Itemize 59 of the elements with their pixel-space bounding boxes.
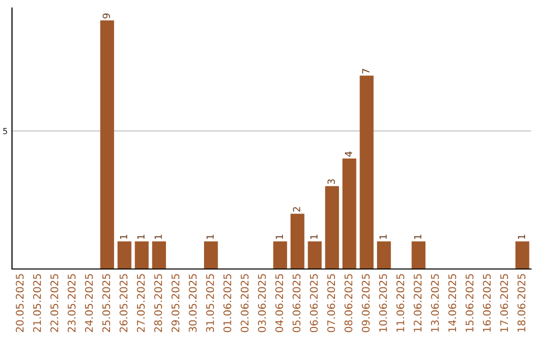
x-tick-label: 17.06.2025 <box>500 274 508 332</box>
bar <box>377 241 391 269</box>
x-tick-label: 03.06.2025 <box>258 274 266 332</box>
bar <box>325 186 339 269</box>
x-tick-label: 26.05.2025 <box>120 274 128 332</box>
bar <box>100 20 114 269</box>
bar <box>290 214 304 269</box>
bar <box>515 241 530 269</box>
data-label: 1 <box>518 234 526 239</box>
bar <box>134 241 149 269</box>
x-tick-label: 15.06.2025 <box>466 274 474 332</box>
x-tick-label: 09.06.2025 <box>362 274 370 332</box>
x-tick-label: 14.06.2025 <box>448 274 456 332</box>
x-tick-label: 18.06.2025 <box>517 274 526 332</box>
x-tick-label: 21.05.2025 <box>33 274 41 332</box>
x-tick-label: 27.05.2025 <box>136 274 145 332</box>
x-tick-label: 28.05.2025 <box>154 274 162 332</box>
data-label: 1 <box>310 234 318 239</box>
x-tick-label: 31.05.2025 <box>206 274 214 332</box>
bar <box>152 241 166 269</box>
bar <box>118 241 132 269</box>
x-tick-label: 29.05.2025 <box>171 274 180 332</box>
bar <box>204 241 218 269</box>
x-tick-label: 10.06.2025 <box>379 274 387 332</box>
bar <box>308 241 322 269</box>
data-label: 4 <box>344 151 352 157</box>
data-label: 1 <box>154 234 162 239</box>
x-tick-label: 01.06.2025 <box>223 274 232 332</box>
x-tick-label: 25.05.2025 <box>102 274 110 332</box>
x-tick-label: 07.06.2025 <box>327 274 336 332</box>
x-tick-label: 11.06.2025 <box>396 274 404 332</box>
bar <box>412 241 426 269</box>
x-tick-label: 12.06.2025 <box>414 274 422 332</box>
data-label: 9 <box>102 14 110 18</box>
x-tick-label: 30.05.2025 <box>188 274 197 332</box>
x-tick-label: 23.05.2025 <box>68 274 76 332</box>
x-tick-label: 06.06.2025 <box>310 274 318 332</box>
data-label: 1 <box>414 234 422 239</box>
x-tick-label: 20.05.2025 <box>16 274 24 332</box>
data-label: 1 <box>380 234 387 239</box>
data-label: 1 <box>120 234 128 239</box>
data-label: 1 <box>137 234 144 239</box>
data-label: 2 <box>292 207 300 212</box>
bar <box>342 158 356 269</box>
y-tick-label: 5 <box>3 128 8 134</box>
x-tick-label: 08.06.2025 <box>344 274 352 332</box>
bar <box>360 76 374 269</box>
x-tick-label: 13.06.2025 <box>430 274 439 332</box>
data-label: 1 <box>276 234 283 239</box>
data-label: 7 <box>362 68 370 74</box>
x-tick-label: 05.06.2025 <box>292 274 300 332</box>
bar <box>273 241 288 269</box>
x-tick-label: 02.06.2025 <box>240 274 249 332</box>
data-label: 1 <box>206 234 214 239</box>
x-tick-label: 22.05.2025 <box>50 274 58 332</box>
data-label: 3 <box>328 179 335 184</box>
x-tick-label: 04.06.2025 <box>275 274 284 332</box>
x-tick-label: 24.05.2025 <box>84 274 93 332</box>
x-tick-label: 16.06.2025 <box>482 274 491 332</box>
